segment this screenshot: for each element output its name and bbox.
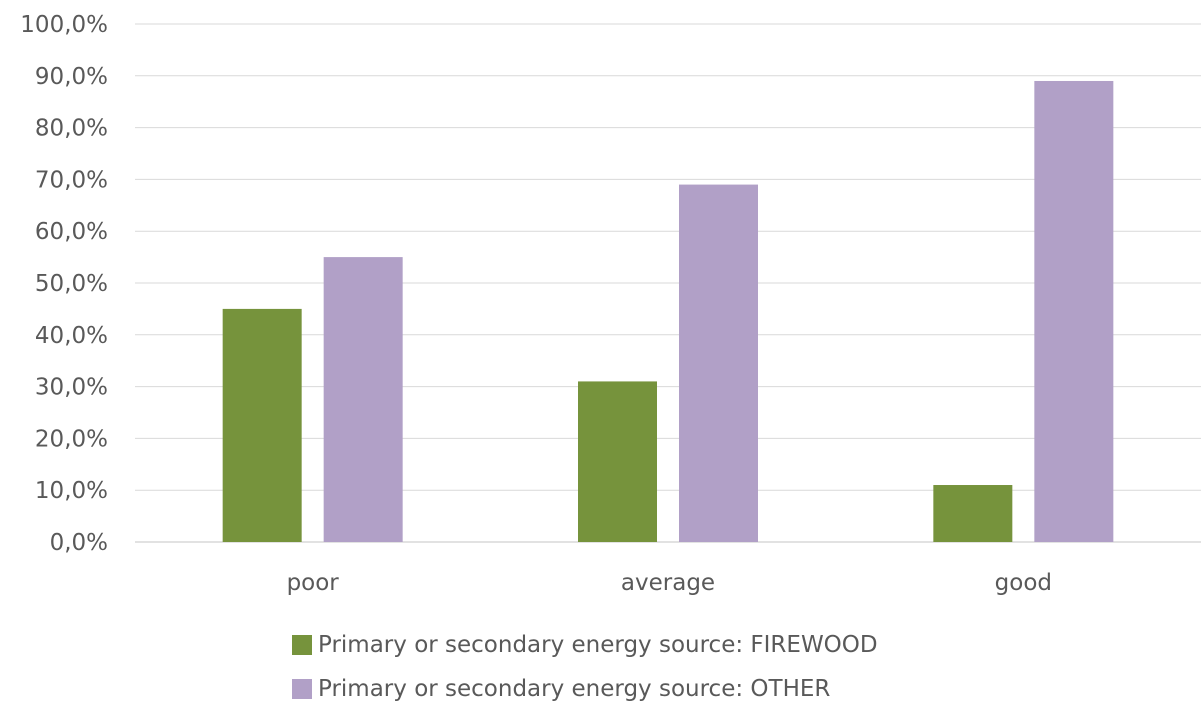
y-tick-label: 30,0% [35,375,108,401]
y-tick-label: 10,0% [35,478,108,504]
y-tick-label: 60,0% [35,219,108,245]
x-axis-category-labels: poor average good [287,570,1052,596]
bars [222,80,1114,542]
x-category-label-average: average [621,570,715,596]
y-tick-label: 70,0% [35,167,108,193]
y-tick-label: 90,0% [35,64,108,90]
bar-firewood-good [933,485,1013,542]
bar-firewood-poor [222,308,302,542]
legend-swatch-other [292,679,312,699]
bar-firewood-average [578,381,657,542]
legend-item-firewood: Primary or secondary energy source: FIRE… [292,628,878,662]
legend-item-other: Primary or secondary energy source: OTHE… [292,672,878,706]
legend-swatch-firewood [292,635,312,655]
legend-label-firewood: Primary or secondary energy source: FIRE… [318,632,878,658]
y-tick-label: 0,0% [50,530,108,556]
bar-other-average [679,184,758,542]
legend: Primary or secondary energy source: FIRE… [292,628,878,711]
x-category-label-good: good [995,570,1052,596]
gridlines [135,23,1201,543]
y-tick-label: 50,0% [35,271,108,297]
bar-other-poor [323,257,403,542]
y-tick-label: 40,0% [35,323,108,349]
y-tick-label: 80,0% [35,116,108,142]
y-tick-label: 100,0% [20,12,108,38]
legend-label-other: Primary or secondary energy source: OTHE… [318,676,831,702]
y-tick-label: 20,0% [35,426,108,452]
x-category-label-poor: poor [287,570,340,596]
y-axis-tick-labels: 0,0% 10,0% 20,0% 30,0% 40,0% 50,0% 60,0% 70,0% 8… [20,12,108,556]
bar-other-good [1034,80,1114,542]
